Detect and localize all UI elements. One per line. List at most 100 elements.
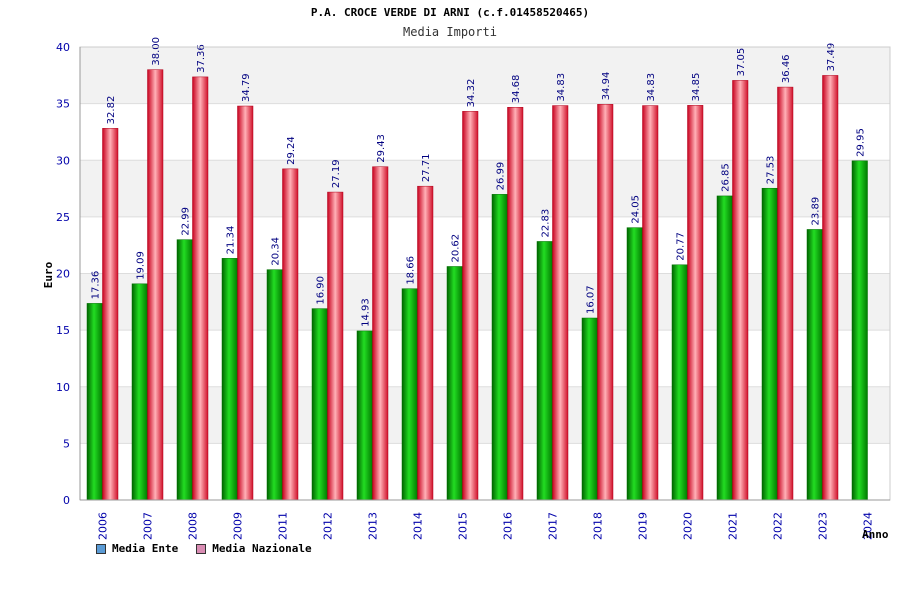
y-tick-label: 25 xyxy=(56,211,70,224)
bar-media-ente xyxy=(671,264,688,501)
bar-media-nazionale xyxy=(282,168,299,501)
bar-value-label: 16.07 xyxy=(586,285,597,314)
plot-band xyxy=(80,443,890,500)
bar-media-nazionale xyxy=(822,75,839,501)
bar-media-ente xyxy=(806,229,823,501)
bar-value-label: 17.36 xyxy=(91,271,102,300)
legend-item-media-nazionale: Media Nazionale xyxy=(196,542,312,555)
x-tick-label: 2022 xyxy=(772,512,785,540)
bar-value-label: 34.79 xyxy=(241,73,252,102)
x-tick-label: 2021 xyxy=(727,512,740,540)
bar-media-ente xyxy=(851,160,868,501)
bar-value-label: 34.68 xyxy=(511,75,522,104)
legend-label-media-nazionale: Media Nazionale xyxy=(212,542,312,555)
gridlines xyxy=(80,46,890,501)
x-tick-label: 2024 xyxy=(862,512,875,540)
bar-value-label: 22.99 xyxy=(181,207,192,236)
y-tick-label: 35 xyxy=(56,98,70,111)
bar-value-label: 18.66 xyxy=(406,256,417,285)
y-tick-label: 5 xyxy=(63,437,70,450)
bar-media-nazionale xyxy=(192,76,209,501)
bar-value-label: 27.19 xyxy=(331,159,342,188)
x-tick-label: 2011 xyxy=(277,512,290,540)
bar-value-label: 37.49 xyxy=(826,43,837,72)
bar-media-nazionale xyxy=(462,111,479,501)
chart-title: P.A. CROCE VERDE DI ARNI (c.f.0145852046… xyxy=(310,6,590,19)
y-tick-label: 30 xyxy=(56,154,70,167)
bar-value-label: 22.83 xyxy=(541,209,552,238)
plot-band xyxy=(80,160,890,217)
bar-media-ente xyxy=(401,288,418,501)
bar-media-ente xyxy=(86,303,103,501)
bar-media-nazionale xyxy=(687,105,704,501)
bar-media-ente xyxy=(761,187,778,501)
bar-media-nazionale xyxy=(372,166,389,501)
bar-media-nazionale xyxy=(237,105,254,501)
bar-value-label: 21.34 xyxy=(226,226,237,255)
x-tick-label: 2014 xyxy=(412,512,425,540)
x-tick-label: 2017 xyxy=(547,512,560,540)
plot-band xyxy=(80,47,890,104)
bar-value-label: 20.34 xyxy=(271,237,282,266)
bar-media-ente xyxy=(491,194,508,501)
x-tick-label: 2016 xyxy=(502,512,515,540)
y-tick-label: 20 xyxy=(56,268,70,281)
bar-value-label: 26.99 xyxy=(496,162,507,191)
chart-subtitle: Media Importi xyxy=(403,25,497,39)
bar-value-label: 20.77 xyxy=(676,232,687,261)
legend: Media Ente Media Nazionale xyxy=(96,542,312,555)
bar-media-ente xyxy=(221,258,238,501)
bar-media-ente xyxy=(176,239,193,501)
x-tick-label: 2015 xyxy=(457,512,470,540)
legend-swatch-media-nazionale xyxy=(196,543,207,554)
bar-value-label: 37.05 xyxy=(736,48,747,77)
y-tick-label: 0 xyxy=(63,494,70,507)
x-tick-label: 2008 xyxy=(187,512,200,540)
bar-value-label: 34.83 xyxy=(646,73,657,102)
legend-label-media-ente: Media Ente xyxy=(112,542,179,555)
bar-value-label: 34.94 xyxy=(601,72,612,101)
bar-value-label: 29.24 xyxy=(286,136,297,165)
x-tick-label: 2009 xyxy=(232,512,245,540)
bar-media-nazionale xyxy=(102,128,119,501)
bar-value-label: 34.83 xyxy=(556,73,567,102)
bars xyxy=(86,69,868,501)
bar-media-ente xyxy=(356,330,373,501)
x-tick-label: 2018 xyxy=(592,512,605,540)
x-tick-label: 2006 xyxy=(97,512,110,540)
plot-band xyxy=(80,273,890,331)
bar-media-ente xyxy=(266,269,283,501)
bar-media-ente xyxy=(311,308,328,501)
bar-value-label: 29.95 xyxy=(856,128,867,157)
bar-value-label: 27.53 xyxy=(766,156,777,185)
bar-media-nazionale xyxy=(327,191,344,501)
bar-value-label: 14.93 xyxy=(361,298,372,327)
bar-media-ente xyxy=(536,241,553,501)
x-tick-label: 2023 xyxy=(817,512,830,540)
bar-media-nazionale xyxy=(417,185,434,501)
bar-value-label: 37.36 xyxy=(196,44,207,73)
plot-band xyxy=(80,103,890,161)
bar-value-label: 27.71 xyxy=(421,154,432,183)
plot-band xyxy=(80,386,890,444)
bar-value-label: 34.32 xyxy=(466,79,477,108)
bar-value-label: 20.62 xyxy=(451,234,462,263)
bar-media-ente xyxy=(626,227,643,501)
bar-value-label: 32.82 xyxy=(106,96,117,125)
bar-value-label: 38.00 xyxy=(151,37,162,66)
bar-media-ente xyxy=(716,195,733,501)
bar-media-ente xyxy=(131,283,148,501)
bar-media-ente xyxy=(446,266,463,501)
bar-media-nazionale xyxy=(642,105,659,501)
x-tick-label: 2007 xyxy=(142,512,155,540)
plot-band xyxy=(80,216,890,274)
bar-value-label: 24.05 xyxy=(631,195,642,224)
bar-media-nazionale xyxy=(147,69,164,501)
bar-media-nazionale xyxy=(597,104,614,501)
x-tick-label: 2012 xyxy=(322,512,335,540)
x-tick-label: 2020 xyxy=(682,512,695,540)
y-tick-label: 10 xyxy=(56,381,70,394)
bar-value-label: 36.46 xyxy=(781,54,792,83)
legend-swatch-media-ente xyxy=(96,543,106,554)
